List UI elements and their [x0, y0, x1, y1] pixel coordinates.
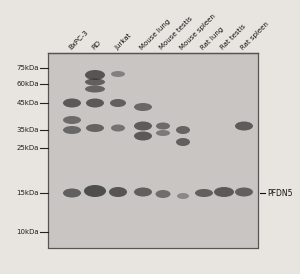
Ellipse shape: [85, 70, 105, 80]
Ellipse shape: [156, 130, 170, 136]
Ellipse shape: [85, 78, 105, 85]
Text: Mouse lung: Mouse lung: [139, 18, 172, 51]
Ellipse shape: [235, 121, 253, 130]
Ellipse shape: [63, 126, 81, 134]
Ellipse shape: [111, 124, 125, 132]
Text: RD: RD: [91, 40, 102, 51]
Text: 25kDa: 25kDa: [16, 145, 39, 151]
Ellipse shape: [176, 138, 190, 146]
Text: 75kDa: 75kDa: [16, 65, 39, 71]
Ellipse shape: [134, 103, 152, 111]
Text: 15kDa: 15kDa: [16, 190, 39, 196]
Ellipse shape: [214, 187, 234, 197]
Ellipse shape: [85, 85, 105, 93]
Text: 10kDa: 10kDa: [16, 229, 39, 235]
Text: PFDN5: PFDN5: [267, 189, 292, 198]
Ellipse shape: [86, 124, 104, 132]
Ellipse shape: [63, 98, 81, 107]
Ellipse shape: [134, 121, 152, 130]
Text: Rat testis: Rat testis: [220, 24, 247, 51]
Text: Rat lung: Rat lung: [200, 26, 225, 51]
Text: 60kDa: 60kDa: [16, 81, 39, 87]
Text: 35kDa: 35kDa: [16, 127, 39, 133]
Ellipse shape: [235, 187, 253, 196]
Bar: [48, 53, 258, 248]
Ellipse shape: [134, 187, 152, 196]
Text: Mouse spleen: Mouse spleen: [179, 13, 217, 51]
Ellipse shape: [84, 185, 106, 197]
Ellipse shape: [63, 189, 81, 198]
Text: 45kDa: 45kDa: [16, 100, 39, 106]
Ellipse shape: [156, 122, 170, 130]
Text: BxPC-3: BxPC-3: [68, 29, 89, 51]
Ellipse shape: [134, 132, 152, 141]
Text: Rat spleen: Rat spleen: [240, 21, 270, 51]
Ellipse shape: [109, 187, 127, 197]
Text: Mouse testis: Mouse testis: [159, 16, 194, 51]
Ellipse shape: [177, 193, 189, 199]
Ellipse shape: [111, 71, 125, 77]
Ellipse shape: [195, 189, 213, 197]
Ellipse shape: [155, 190, 170, 198]
Text: Jurkat: Jurkat: [114, 32, 132, 51]
Ellipse shape: [63, 116, 81, 124]
Ellipse shape: [110, 99, 126, 107]
Ellipse shape: [86, 98, 104, 107]
Ellipse shape: [176, 126, 190, 134]
